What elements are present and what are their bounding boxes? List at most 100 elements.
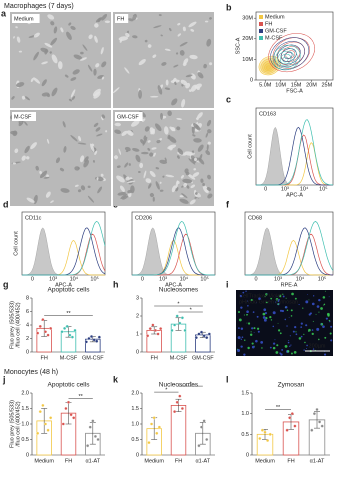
cell <box>191 124 195 135</box>
data-point <box>70 335 74 339</box>
cell <box>144 39 148 43</box>
cell <box>185 74 193 78</box>
cell <box>121 130 128 136</box>
data-point <box>173 323 177 327</box>
image-label-box <box>12 112 36 121</box>
cell <box>312 320 314 322</box>
cell <box>44 48 48 55</box>
data-point <box>41 403 45 407</box>
cell <box>179 41 188 47</box>
legend-label: Medium <box>265 14 285 20</box>
panel-letter: k <box>113 374 119 384</box>
data-point <box>159 327 163 331</box>
cell <box>323 353 327 356</box>
data-point <box>97 335 101 339</box>
cell <box>251 327 254 330</box>
cell <box>256 327 260 330</box>
cell <box>122 195 129 200</box>
cell <box>308 299 310 301</box>
cell <box>265 316 268 320</box>
cell <box>207 129 212 134</box>
y-tick-label: 1 <box>136 331 139 337</box>
y-axis-label: Cell count <box>247 134 253 159</box>
chart-title: Nucleosomes <box>159 287 199 294</box>
cell <box>243 353 246 356</box>
data-point <box>150 422 154 426</box>
y-axis-label: /fluo cell (400/452) <box>15 302 21 347</box>
cell <box>26 197 35 203</box>
isotype-curve <box>22 227 105 276</box>
y-tick-label: 4 <box>26 322 29 328</box>
cell <box>308 328 311 332</box>
cell <box>124 146 131 152</box>
error-bar <box>175 317 182 331</box>
cell <box>144 126 150 132</box>
y-tick-label: 2 <box>26 336 29 342</box>
density-curve <box>22 220 106 276</box>
cell <box>179 198 189 204</box>
cell <box>149 192 154 198</box>
cell <box>241 336 244 339</box>
cell <box>193 168 197 171</box>
data-point <box>157 425 161 429</box>
cell <box>286 325 288 327</box>
cell <box>160 112 164 120</box>
cell <box>125 32 130 38</box>
image-label: M-CSF <box>14 114 32 120</box>
x-tick-label: 10³ <box>49 276 57 282</box>
cell <box>168 27 172 32</box>
y-tick-label: 0 <box>136 349 139 355</box>
cell <box>203 63 207 69</box>
cell <box>316 327 320 331</box>
cell <box>305 324 308 327</box>
cell <box>72 69 80 75</box>
cell <box>80 185 86 191</box>
contour <box>265 65 271 70</box>
error-bar <box>41 408 48 434</box>
data-point <box>260 428 264 432</box>
cell <box>287 341 290 344</box>
image-label: Medium <box>14 16 34 22</box>
cell <box>152 196 155 202</box>
y-tick-label: 0 <box>246 452 249 458</box>
cell <box>206 38 212 47</box>
cell <box>246 314 248 316</box>
cell <box>155 167 160 170</box>
cell <box>303 333 305 335</box>
cell <box>322 296 326 299</box>
x-tick-label: 10⁵ <box>90 275 98 282</box>
cell <box>262 316 266 319</box>
marker-label: CD163 <box>259 111 276 117</box>
cell <box>46 138 50 144</box>
cell <box>196 117 199 121</box>
cell <box>253 332 255 333</box>
cell <box>120 193 128 200</box>
x-tick-label: α1-AT <box>85 458 100 464</box>
y-tick-label: 0.5 <box>241 432 249 438</box>
legend-swatch <box>259 29 263 33</box>
cell <box>96 133 103 137</box>
data-point <box>310 428 314 432</box>
cell <box>281 309 284 313</box>
cell <box>313 295 315 297</box>
isotype-curve <box>132 227 215 276</box>
micrograph: Medium <box>10 12 111 108</box>
cell <box>306 348 308 350</box>
cell <box>142 118 146 122</box>
cell <box>209 17 212 20</box>
cell <box>78 135 82 142</box>
cell <box>286 350 290 353</box>
cell <box>145 178 152 183</box>
cell <box>45 191 51 198</box>
cell <box>312 348 315 350</box>
cell <box>278 298 280 301</box>
data-point <box>73 328 77 332</box>
cell <box>158 14 162 17</box>
cell <box>124 67 130 74</box>
cell <box>185 171 190 176</box>
y-tick-label: 1.0 <box>21 421 29 427</box>
cell <box>324 290 326 292</box>
cell <box>84 156 89 163</box>
scale-label: 200µm <box>309 343 326 349</box>
cell <box>79 155 85 163</box>
